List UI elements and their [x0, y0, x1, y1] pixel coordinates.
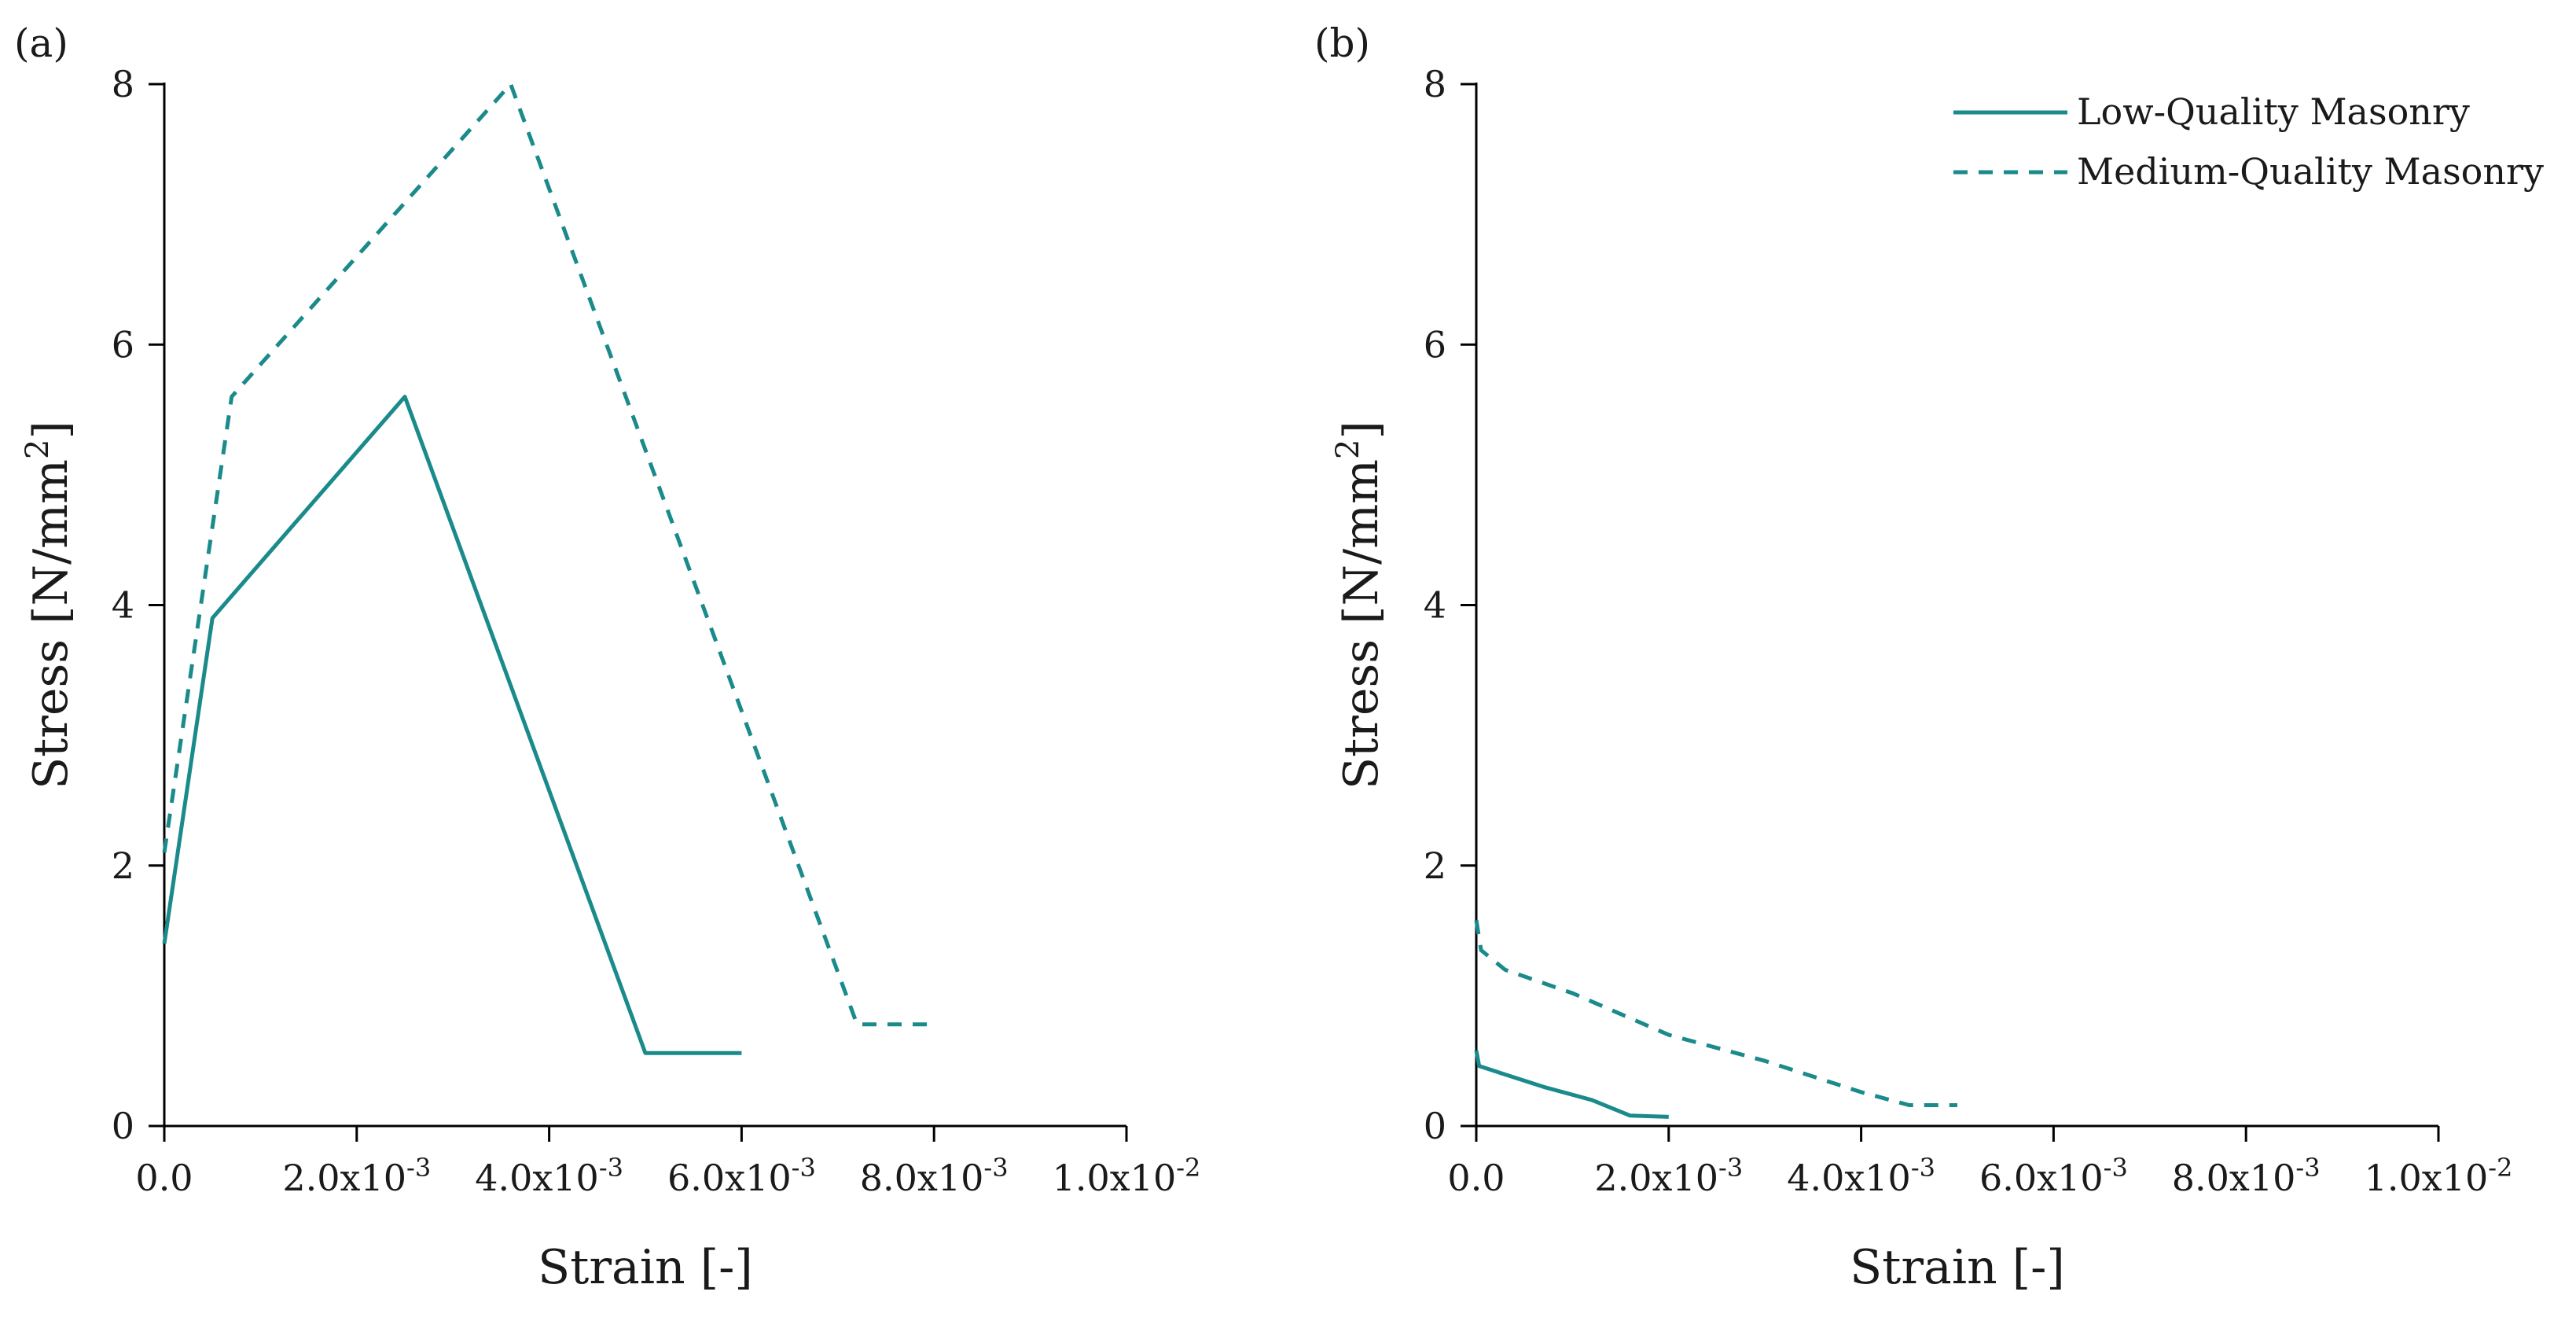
y-tick-label: 8 [112, 63, 134, 105]
x-tick-label: 8.0x10-3 [2172, 1153, 2321, 1199]
y-tick-label: 8 [1424, 63, 1446, 105]
panel-label: (a) [14, 20, 68, 66]
y-tick-label: 0 [112, 1105, 134, 1147]
x-tick-label: 0.0 [135, 1157, 193, 1199]
x-tick-label: 6.0x10-3 [1979, 1153, 2128, 1199]
legend-entry-label: Low-Quality Masonry [2077, 90, 2470, 133]
y-tick-label: 4 [1424, 584, 1446, 627]
x-tick-label: 4.0x10-3 [1787, 1153, 1935, 1199]
medium-quality-series-line [162, 82, 935, 1027]
legend-entry-label: Medium-Quality Masonry [2077, 150, 2544, 193]
y-axis-title: Stress [N/mm2] [1330, 421, 1389, 789]
y-tick-label: 2 [1424, 844, 1446, 887]
low-quality-series-line [1474, 1050, 1669, 1119]
x-tick-label: 1.0x10-2 [1053, 1153, 1201, 1199]
x-tick-label: 6.0x10-3 [667, 1153, 816, 1199]
y-tick-label: 2 [112, 844, 134, 887]
x-axis-title: Strain [-] [538, 1240, 753, 1295]
chart-panel-b: (b) 0 2 4 6 8 0.0 2.0x10-3 4.0x10-3 6.0x10-3 8.0x1… [1314, 20, 2544, 1295]
x-tick-label: 2.0x10-3 [282, 1153, 431, 1199]
panel-label: (b) [1314, 20, 1370, 66]
medium-quality-series-line [1474, 919, 1957, 1107]
x-axis-title: Strain [-] [1850, 1240, 2065, 1295]
y-tick-label: 0 [1424, 1105, 1446, 1147]
legend: Low-Quality Masonry Medium-Quality Masonr… [1953, 90, 2544, 193]
y-tick-label: 4 [112, 584, 134, 627]
chart-panel-a: (a) 0 2 4 6 8 0.0 2.0x10-3 4.0x10-3 6.0x10-3 8.0x1… [14, 20, 1200, 1295]
y-tick-label: 6 [112, 323, 134, 366]
y-axis-title: Stress [N/mm2] [20, 421, 79, 789]
low-quality-series-line [162, 395, 742, 1055]
x-tick-label: 1.0x10-2 [2365, 1153, 2513, 1199]
x-tick-label: 8.0x10-3 [860, 1153, 1009, 1199]
x-tick-label: 0.0 [1447, 1157, 1505, 1199]
x-tick-label: 4.0x10-3 [475, 1153, 623, 1199]
y-tick-label: 6 [1424, 323, 1446, 366]
x-tick-label: 2.0x10-3 [1594, 1153, 1743, 1199]
